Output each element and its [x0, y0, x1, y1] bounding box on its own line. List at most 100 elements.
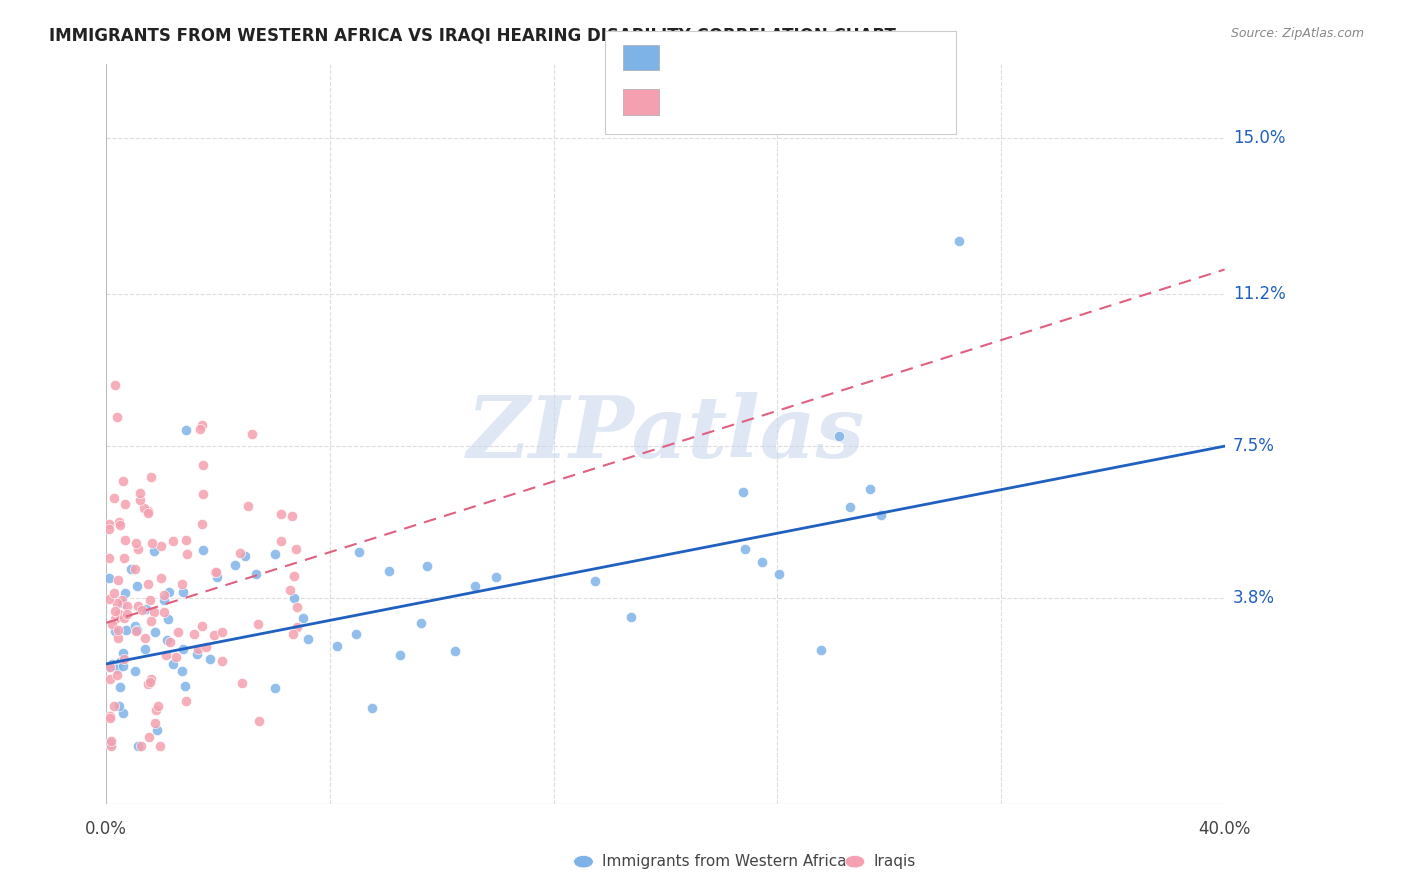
Point: [131, 739, 153, 753]
Point: [98, 659, 121, 673]
Point: [162, 657, 184, 672]
Point: [104, 377, 127, 392]
Point: [149, 539, 172, 553]
Point: [270, 507, 292, 521]
Point: [170, 665, 193, 679]
Point: [198, 651, 221, 665]
Point: [156, 612, 179, 626]
Point: [141, 672, 163, 686]
Point: [115, 623, 138, 637]
Point: [751, 555, 773, 569]
Point: [157, 584, 180, 599]
Point: [142, 544, 165, 558]
Point: [264, 547, 287, 561]
Point: [112, 611, 135, 625]
Point: [229, 545, 252, 559]
Point: [166, 624, 188, 639]
Point: [415, 558, 437, 573]
Point: [281, 509, 304, 524]
Point: [347, 545, 370, 559]
Point: [191, 458, 214, 472]
Point: [107, 607, 129, 621]
Point: [233, 549, 256, 563]
Point: [131, 603, 153, 617]
Point: [190, 517, 212, 532]
Point: [361, 701, 384, 715]
Point: [170, 576, 193, 591]
Point: [136, 506, 159, 520]
Point: [211, 624, 233, 639]
Point: [107, 573, 129, 587]
Text: IMMIGRANTS FROM WESTERN AFRICA VS IRAQI HEARING DISABILITY CORRELATION CHART: IMMIGRANTS FROM WESTERN AFRICA VS IRAQI …: [49, 27, 896, 45]
Point: [246, 616, 269, 631]
Text: N =: N =: [769, 93, 806, 111]
Text: R =: R =: [668, 48, 704, 66]
Point: [111, 474, 134, 488]
Point: [291, 611, 314, 625]
Point: [132, 501, 155, 516]
Point: [104, 612, 127, 626]
Point: [378, 564, 401, 578]
Point: [120, 562, 142, 576]
Point: [104, 624, 127, 638]
Text: N =: N =: [769, 48, 806, 66]
Point: [142, 605, 165, 619]
Point: [112, 550, 135, 565]
Point: [278, 583, 301, 598]
Point: [281, 627, 304, 641]
Text: R =: R =: [668, 93, 704, 111]
Point: [195, 640, 218, 655]
Point: [98, 672, 121, 686]
Point: [112, 651, 135, 665]
Point: [107, 410, 129, 425]
Point: [205, 565, 228, 579]
Point: [869, 508, 891, 523]
Point: [103, 586, 125, 600]
Point: [110, 655, 132, 669]
Point: [125, 624, 148, 638]
Point: [129, 492, 152, 507]
Point: [136, 677, 159, 691]
Point: [204, 566, 226, 580]
Point: [98, 711, 121, 725]
Text: 72: 72: [806, 48, 830, 66]
Point: [464, 579, 486, 593]
Point: [190, 418, 212, 433]
Point: [98, 571, 121, 585]
Point: [112, 706, 135, 720]
Point: [105, 667, 128, 681]
Point: [124, 562, 146, 576]
Point: [153, 588, 176, 602]
Point: [734, 542, 756, 557]
Text: Immigrants from Western Africa: Immigrants from Western Africa: [602, 855, 846, 869]
Point: [134, 631, 156, 645]
Point: [127, 739, 149, 753]
Text: 104: 104: [806, 93, 841, 111]
Point: [101, 617, 124, 632]
Point: [125, 579, 148, 593]
Point: [98, 736, 121, 750]
Text: 0.302: 0.302: [704, 93, 756, 111]
Point: [100, 737, 122, 751]
Point: [409, 615, 432, 630]
Point: [136, 576, 159, 591]
Point: [98, 550, 121, 565]
Point: [325, 640, 347, 654]
Point: [174, 533, 197, 548]
Point: [485, 569, 508, 583]
Point: [174, 423, 197, 437]
Point: [224, 558, 246, 572]
Point: [249, 714, 271, 729]
Point: [191, 543, 214, 558]
Point: [145, 703, 167, 717]
Point: [107, 631, 129, 645]
Point: [245, 566, 267, 581]
Text: 7.5%: 7.5%: [1233, 437, 1275, 455]
Point: [191, 619, 214, 633]
Point: [128, 486, 150, 500]
Point: [138, 504, 160, 518]
Point: [114, 585, 136, 599]
Point: [127, 541, 149, 556]
Point: [98, 591, 121, 606]
Point: [297, 632, 319, 646]
